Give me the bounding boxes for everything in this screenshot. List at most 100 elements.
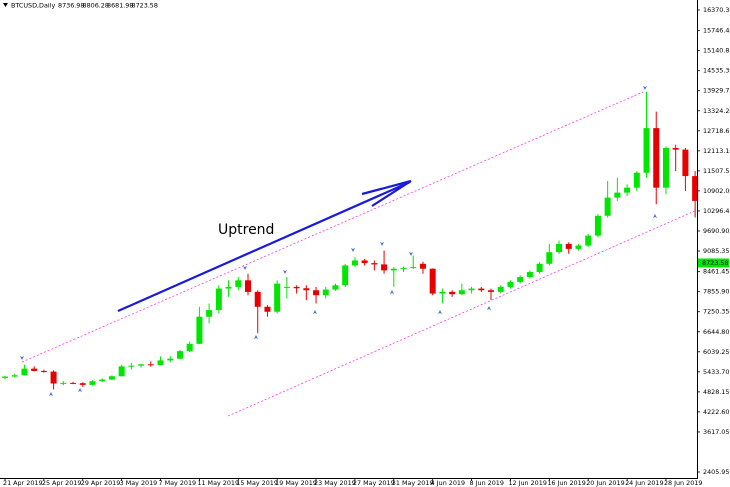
y-tick-label: 6039.25 [703,348,729,356]
symbol: BTCUSD,Daily [11,2,55,10]
candle-body [604,197,611,216]
trend-arrow-head [361,179,412,207]
candle-body [468,288,475,291]
candle-body [108,376,115,380]
x-tick-label: 24 Jun 2019 [625,479,663,487]
candle-body [264,306,271,312]
candle-body [274,283,281,312]
candle-body [31,368,38,371]
x-tick-label: 21 Apr 2019 [3,479,43,487]
fractal-down [313,310,317,314]
x-tick-label: 11 May 2019 [197,479,239,487]
candle-body [633,172,640,188]
y-tick-label: 4828.15 [703,388,729,396]
candle-body [488,290,494,292]
candle-body [672,147,679,150]
candle-body [546,252,553,264]
x-tick-label: 12 Jun 2019 [508,479,546,487]
quote-value: 8681.98 [107,2,133,10]
y-tick-label: 7250.35 [703,308,729,316]
candle-body [449,291,456,295]
candle-body [167,358,174,361]
channel-upper [21,91,644,363]
candle-body [79,383,86,385]
candle-body [186,343,193,352]
candle-body [643,128,650,173]
candle-body [99,379,106,382]
y-tick-label: 4222.60 [703,408,729,416]
candle-body [147,364,154,366]
x-tick-label: 4 Jun 2019 [431,479,465,487]
candle-body [40,370,47,372]
y-tick-label: 14535.30 [703,67,730,75]
y-tick-label: 11507.55 [703,167,730,175]
candle-body [70,382,77,384]
y-tick-label: 12718.65 [703,127,730,135]
candle-body [21,368,28,376]
y-tick-label: 3617.05 [703,428,729,436]
fractal-up [380,242,384,246]
fractal-down [653,214,657,218]
candle-body [196,316,203,344]
candle-body [497,286,504,292]
y-tick-label: 15140.85 [703,47,730,55]
trend-arrow [117,180,411,313]
candle-body [11,375,18,377]
y-tick-label: 16370.30 [703,6,730,14]
candle-body [682,149,689,177]
candle-body [176,351,183,359]
candle-body [478,288,485,291]
fractal-down [78,388,82,392]
fractal-up [351,248,355,252]
x-tick-label: 19 May 2019 [275,479,317,487]
fractal-down [487,306,491,310]
channel-lower [227,209,698,417]
x-tick-label: 20 Jun 2019 [586,479,624,487]
x-tick-label: 23 May 2019 [314,479,356,487]
candle-body [439,291,446,294]
quote-value: 8806.28 [83,2,109,10]
y-tick-label: 8461.45 [703,268,729,276]
candle-body [2,376,8,378]
candle-body [332,285,339,290]
y-tick-label: 5433.70 [703,368,729,376]
y-tick-label: 6644.80 [703,328,729,336]
fractal-up [643,86,647,90]
y-tick-label: 9085.35 [703,247,729,255]
fractal-down [49,392,53,396]
x-tick-label: 29 Apr 2019 [81,479,121,487]
candle-body [692,176,699,201]
candle-body [361,260,368,264]
candle-body [245,280,251,292]
candle-body [235,280,242,287]
candle-body [381,264,388,271]
candle-body [419,263,426,269]
candle-body [138,364,145,366]
fractal-up [283,270,287,274]
candle-body [351,260,358,266]
last-price-box [698,258,729,268]
y-tick-label: 10902.00 [703,187,730,195]
fractal-down [254,335,258,339]
x-tick-label: 16 Jun 2019 [547,479,585,487]
x-tick-label: 27 May 2019 [353,479,395,487]
y-tick-label: 9690.90 [703,227,729,235]
candle-body [303,288,310,291]
x-tick-label: 3 May 2019 [120,479,158,487]
candle-body [526,272,533,278]
candle-body [556,243,563,253]
y-tick-label: 2405.95 [703,468,729,476]
fractal-down [390,290,394,294]
candle-body [507,281,514,287]
x-tick-label: 8 Jun 2019 [470,479,504,487]
candle-body [50,371,57,384]
candle-body [293,286,300,289]
last-price-label: 8723.58 [702,259,728,267]
candle-body [322,289,329,296]
candle-body [206,310,213,317]
quote-value: 8723.58 [132,2,158,10]
candle-body [410,267,417,269]
candle-body [400,268,407,270]
candle-body [565,243,572,249]
